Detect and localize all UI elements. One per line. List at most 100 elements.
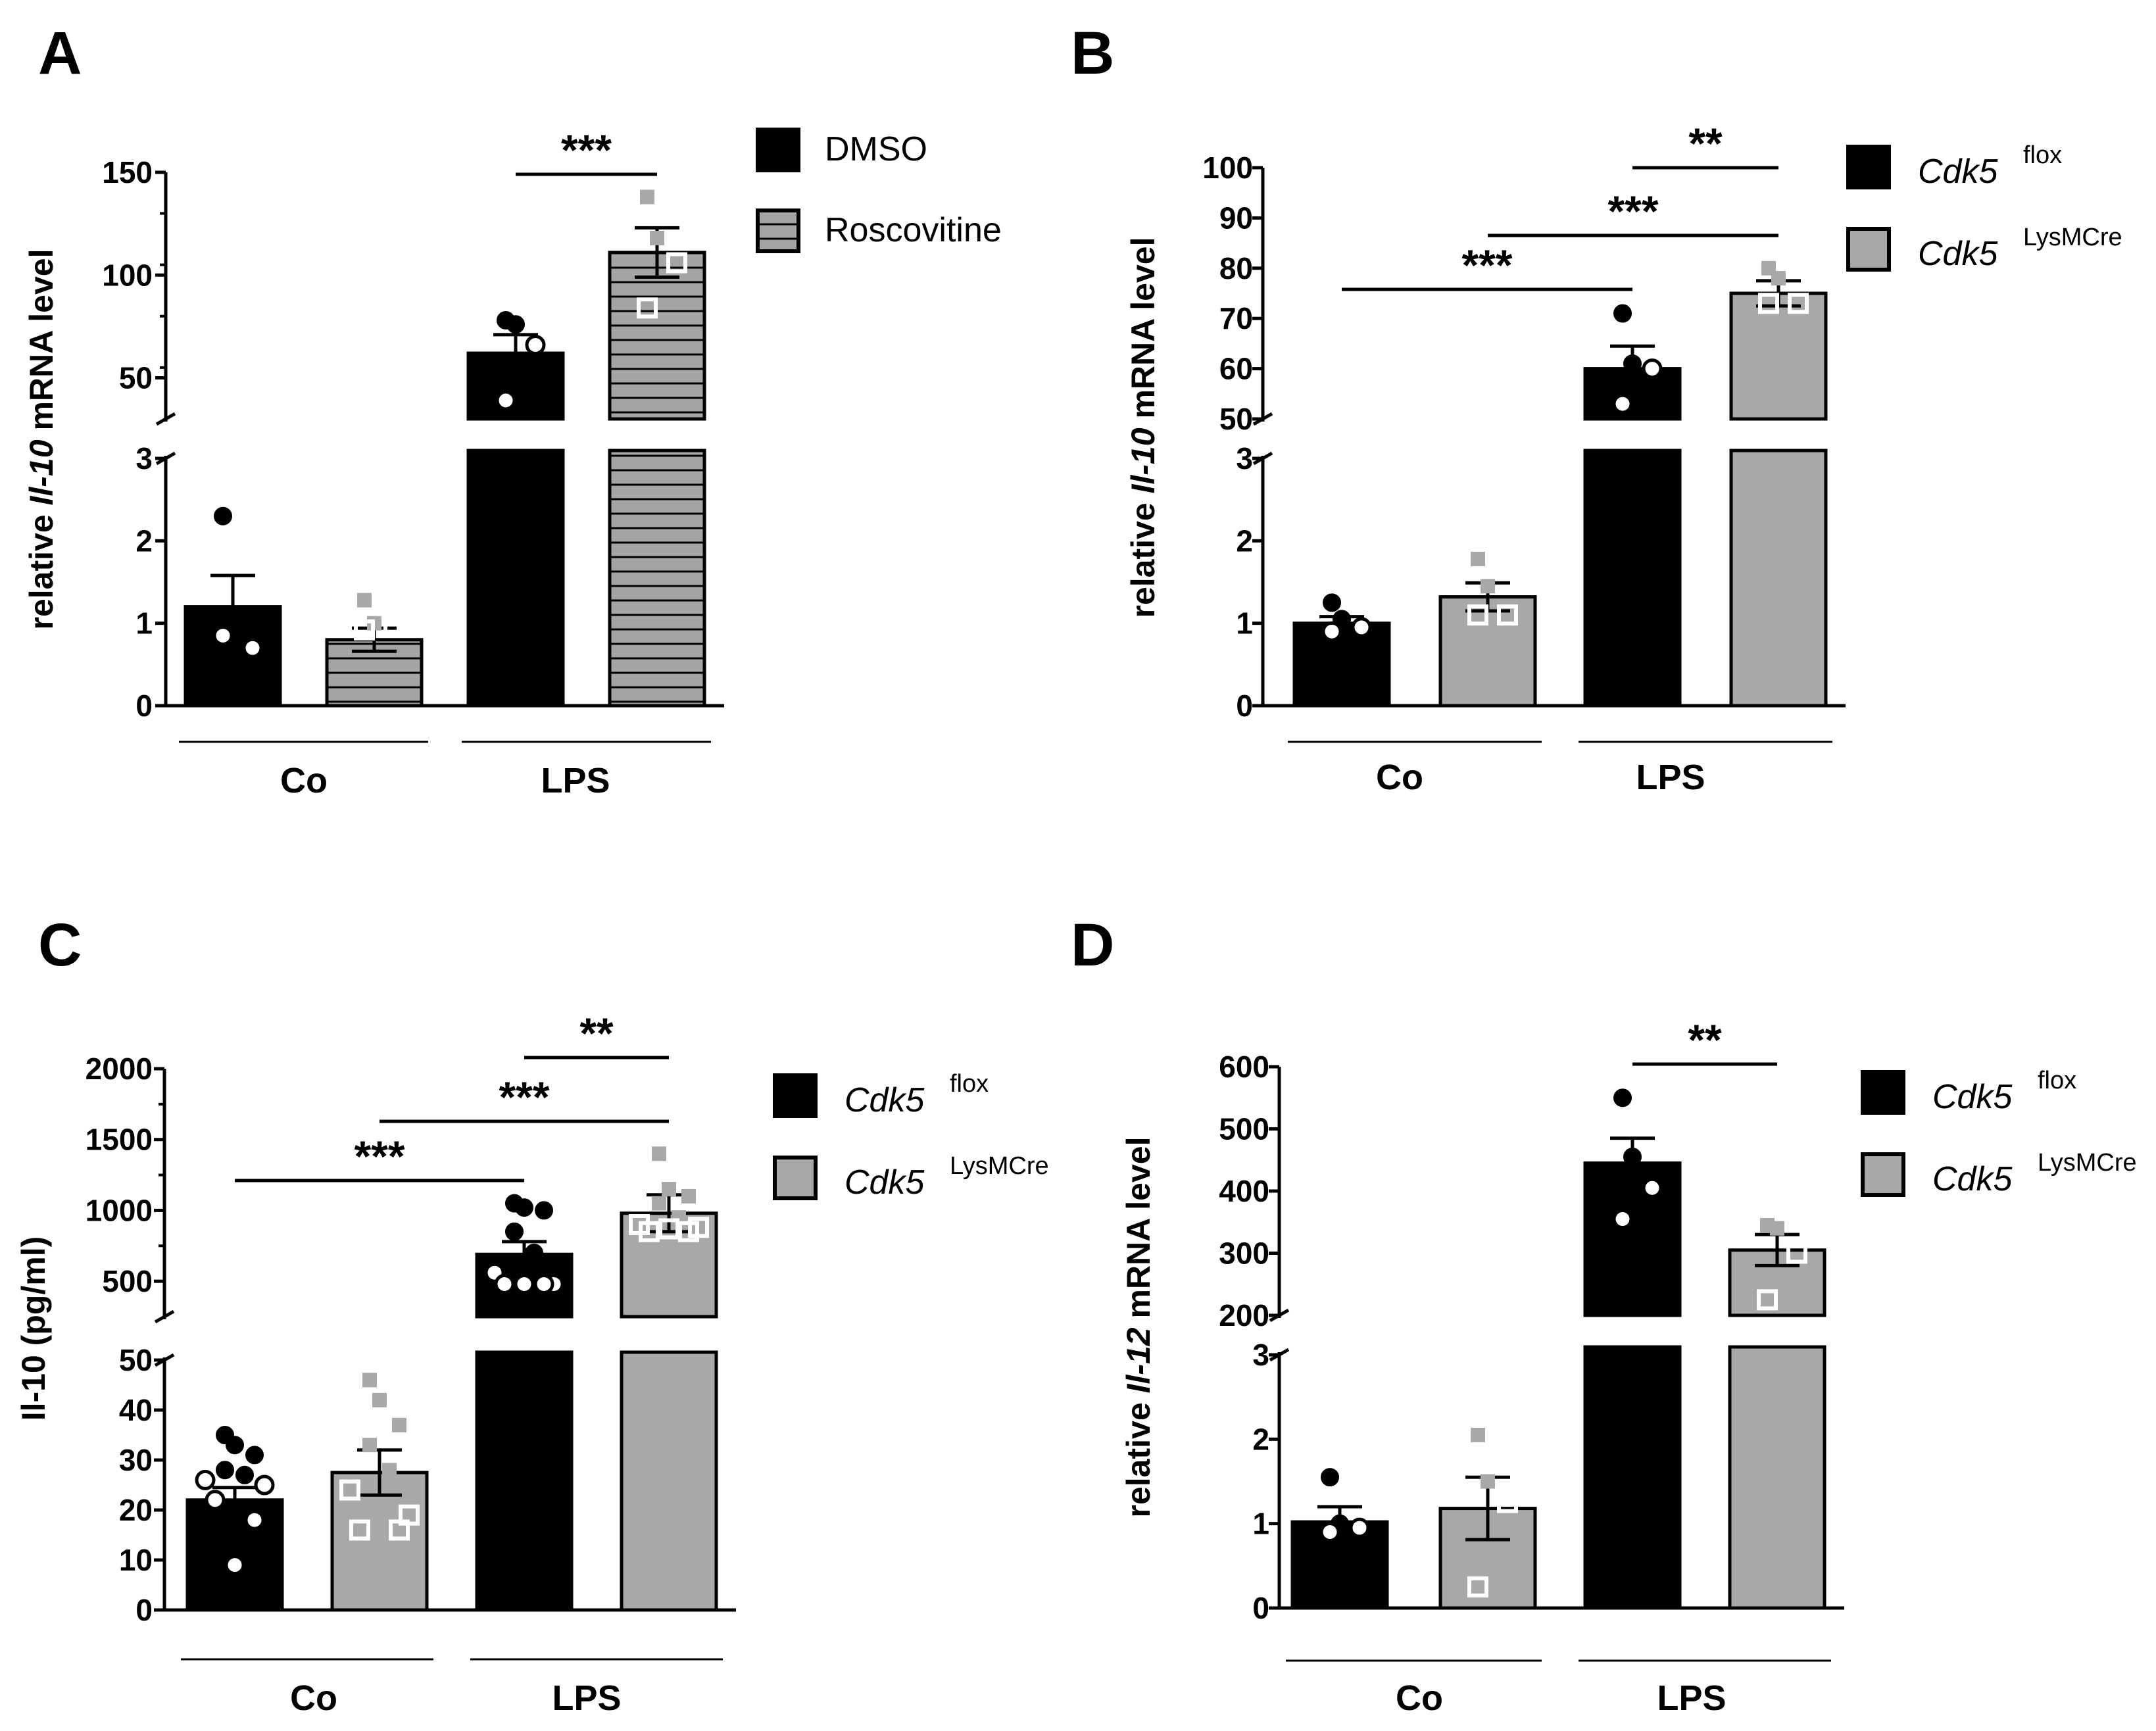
legend-swatch [1846, 227, 1891, 272]
legend-item: DMSO [756, 128, 927, 172]
y-axis-label: relative Il-10 mRNA level [1125, 237, 1162, 618]
legend-superscript: flox [2023, 141, 2062, 169]
group-label-Co: Co [290, 1678, 337, 1718]
panel-letter: C [38, 912, 82, 979]
y-axis-label-post: mRNA level [1120, 1137, 1157, 1328]
legend-item: Cdk5 flox [1861, 1067, 2076, 1116]
y-axis-label-gene: Il-10 [1125, 427, 1162, 493]
data-point [1481, 579, 1495, 594]
significance-stars: *** [354, 1132, 404, 1181]
data-point [662, 1182, 676, 1197]
data-point [1467, 1576, 1488, 1597]
panel-C: C Il-10 (pg/ml) 0 10 20 30 40 50 500 1000 1500 2000… [15, 912, 1049, 1718]
data-point [1612, 393, 1633, 414]
legend-swatch [1861, 1152, 1905, 1197]
data-point [533, 1273, 554, 1294]
legend-label: Cdk5 [1918, 153, 1998, 191]
y-axis-label-pre: relative [23, 505, 60, 629]
bar-Co-LysMCre [330, 1373, 429, 1612]
y-tick-label: 0 [1252, 1591, 1269, 1625]
bar-LPS-DMSO [466, 311, 565, 708]
y-tick-label: 1 [135, 606, 153, 641]
y-tick-label: 1 [1236, 606, 1253, 641]
data-point [1771, 271, 1786, 286]
bar-LPS-flox [1583, 304, 1682, 708]
legend-superscript: LysMCre [2038, 1149, 2137, 1177]
data-point [652, 1196, 666, 1211]
data-point [637, 297, 658, 319]
legend-superscript: flox [2038, 1067, 2076, 1094]
legend-swatch [756, 128, 800, 172]
data-point [372, 1392, 387, 1407]
y-tick-label: 100 [102, 258, 153, 292]
y-tick-label: 150 [102, 155, 153, 189]
y-axis-label-post: mRNA level [1125, 237, 1162, 428]
data-point [205, 1490, 226, 1511]
data-point [214, 506, 232, 525]
data-point [1351, 617, 1372, 638]
legend-item: Cdk5 flox [773, 1070, 989, 1119]
group-label-Co: Co [1376, 758, 1423, 797]
y-axis-label-pre: Il-10 (pg/ml) [15, 1236, 52, 1421]
y-tick-label: 500 [1219, 1112, 1269, 1146]
y-tick-label: 600 [1219, 1050, 1269, 1084]
data-point [666, 252, 687, 274]
y-axis-label-pre: relative [1120, 1393, 1157, 1517]
y-tick-label: 20 [119, 1493, 153, 1527]
bar-lower-segment [1583, 449, 1682, 708]
bar-LPS-flox [1583, 1088, 1682, 1610]
y-axis-label-gene: Il-12 [1120, 1327, 1157, 1393]
legend-superscript: LysMCre [950, 1152, 1049, 1180]
data-point [1471, 1427, 1485, 1442]
y-tick-label: 0 [135, 1593, 153, 1627]
y-tick-label: 1000 [86, 1193, 153, 1227]
bar-Co-DMSO [184, 506, 282, 708]
bar-Co-flox [1290, 1468, 1389, 1610]
legend-swatch [1861, 1070, 1905, 1115]
group-label-LPS: LPS [552, 1678, 621, 1718]
data-point [1788, 293, 1809, 314]
y-tick-label: 400 [1219, 1174, 1269, 1208]
y-tick-label: 60 [1219, 352, 1253, 386]
data-point [1471, 551, 1485, 566]
legend-item: Cdk5 LysMCre [773, 1152, 1049, 1202]
data-point [1467, 604, 1488, 626]
data-point [1323, 593, 1341, 612]
bar-Co-flox [1292, 593, 1391, 708]
legend-item: Cdk5 flox [1846, 141, 2062, 191]
legend-label: Cdk5 [1918, 235, 1998, 273]
bar-lower-segment [475, 1350, 574, 1612]
data-point [494, 1273, 515, 1294]
data-point [357, 593, 372, 608]
significance-stars: *** [561, 126, 612, 174]
data-point [1497, 604, 1518, 626]
data-point [1786, 1242, 1807, 1264]
data-point [224, 1555, 245, 1576]
y-tick-label: 70 [1219, 301, 1253, 335]
data-point [495, 390, 516, 411]
bar-Co-Roscovitine [325, 593, 424, 708]
data-point [535, 1201, 553, 1220]
y-tick-label: 3 [1252, 1338, 1269, 1372]
y-tick-label: 0 [1236, 689, 1253, 723]
y-tick-label: 500 [102, 1264, 153, 1298]
significance-stars: *** [1607, 187, 1658, 235]
y-tick-label: 80 [1219, 251, 1253, 285]
y-tick-label: 10 [119, 1543, 153, 1577]
y-tick-label: 2000 [86, 1052, 153, 1086]
data-point [383, 616, 404, 638]
data-point [640, 189, 654, 205]
data-point [678, 1221, 699, 1242]
data-point [226, 1436, 244, 1455]
bar-LPS-Roscovitine [608, 189, 706, 708]
bar-lower-segment [1729, 449, 1828, 708]
data-point [212, 625, 233, 646]
legend-label: Cdk5 [845, 1081, 925, 1119]
data-point [505, 1222, 524, 1241]
bar-lower-segment [1583, 1345, 1682, 1610]
data-point [1623, 354, 1642, 373]
data-point [650, 231, 664, 245]
